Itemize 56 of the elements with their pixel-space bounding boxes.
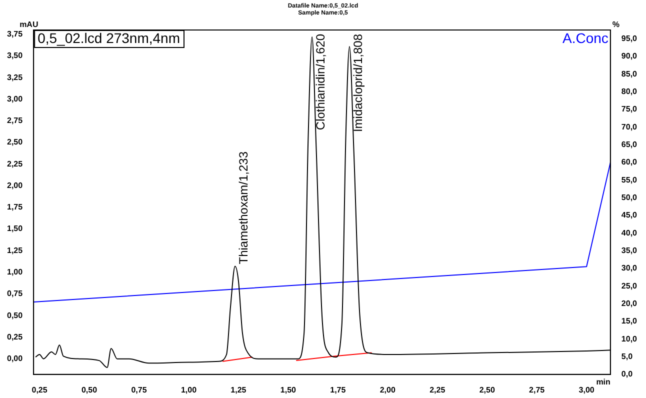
y-tick-label: 2,00 <box>6 180 24 190</box>
y-tick-label: 3,25 <box>6 72 24 82</box>
annotation: Thiamethoxam/1,233 <box>236 151 250 264</box>
y2-tick-label: 30,0 <box>621 264 638 273</box>
x-tick-label: 2,50 <box>479 385 496 394</box>
y2-tick-label: 40,0 <box>621 228 638 238</box>
y2-tick-label: 85,0 <box>621 69 638 78</box>
y2-tick-label: 90,0 <box>621 52 638 61</box>
y-tick-label: 1,25 <box>6 246 24 255</box>
y2-tick-label: 50,0 <box>621 192 638 202</box>
y2-tick-label: 95,0 <box>621 34 638 44</box>
x-tick-label: 2,25 <box>430 385 446 394</box>
y2-tick-label: 20,0 <box>621 298 638 308</box>
y2-tick-label: 45,0 <box>621 210 638 220</box>
y-tick-label: 0,25 <box>6 332 24 342</box>
x-tick-label: 1,00 <box>180 385 198 394</box>
y-tick-label: 1,75 <box>6 202 24 212</box>
y2-tick-label: 65,0 <box>621 140 638 150</box>
y2-tick-label: 60,0 <box>621 158 638 167</box>
x-tick-label: 2,00 <box>380 385 396 394</box>
y-tick-label: 2,25 <box>6 159 24 168</box>
y-tick-label: 2,50 <box>6 138 24 147</box>
y-tick-label: 3,75 <box>6 30 24 39</box>
x-tick-label: 1,50 <box>280 385 297 394</box>
y-axis-title: mAU <box>20 20 38 30</box>
x-tick-label: 3,00 <box>578 385 595 394</box>
y-tick-label: 2,75 <box>6 116 24 126</box>
y2-tick-label: 25,0 <box>621 281 638 290</box>
y-tick-label: 0,75 <box>6 289 24 298</box>
y2-tick-label: 75,0 <box>621 104 638 114</box>
annotation: Clothianidin/1,620 <box>313 34 328 130</box>
x-tick-label: 0,25 <box>32 385 48 394</box>
y2-tick-label: 35,0 <box>621 246 638 255</box>
y2-tick-label: 10,0 <box>621 334 638 344</box>
y-tick-label: 0,00 <box>6 354 24 364</box>
y-tick-label: 3,00 <box>6 94 24 104</box>
x-tick-label: 1,25 <box>230 385 247 394</box>
y2-tick-label: 80,0 <box>621 87 638 96</box>
y2-tick-label: 70,0 <box>621 122 638 132</box>
x-tick-label: 0,50 <box>81 385 98 394</box>
y-tick-label: 0,50 <box>6 310 24 320</box>
annotation: Imidacloprid/1,808 <box>350 34 365 132</box>
y2-tick-label: 55,0 <box>621 175 638 184</box>
y2-tick-label: 15,0 <box>621 316 638 326</box>
x-tick-label: 0,75 <box>131 385 148 394</box>
y2-axis-title: % <box>612 20 620 30</box>
y2-tick-label: 5,0 <box>621 352 634 361</box>
text: 0,5_02.lcd 273nm,4nm <box>38 30 180 46</box>
y-tick-label: 1,50 <box>6 224 24 234</box>
y2-tick-label: 0,0 <box>621 370 634 379</box>
x-axis-title: min <box>596 378 611 387</box>
x-tick-label: 2,75 <box>529 385 546 394</box>
text: A.Conc <box>562 30 608 46</box>
y-tick-label: 3,50 <box>6 51 24 60</box>
y-tick-label: 1,00 <box>6 267 24 276</box>
x-tick-label: 1,75 <box>330 385 346 394</box>
